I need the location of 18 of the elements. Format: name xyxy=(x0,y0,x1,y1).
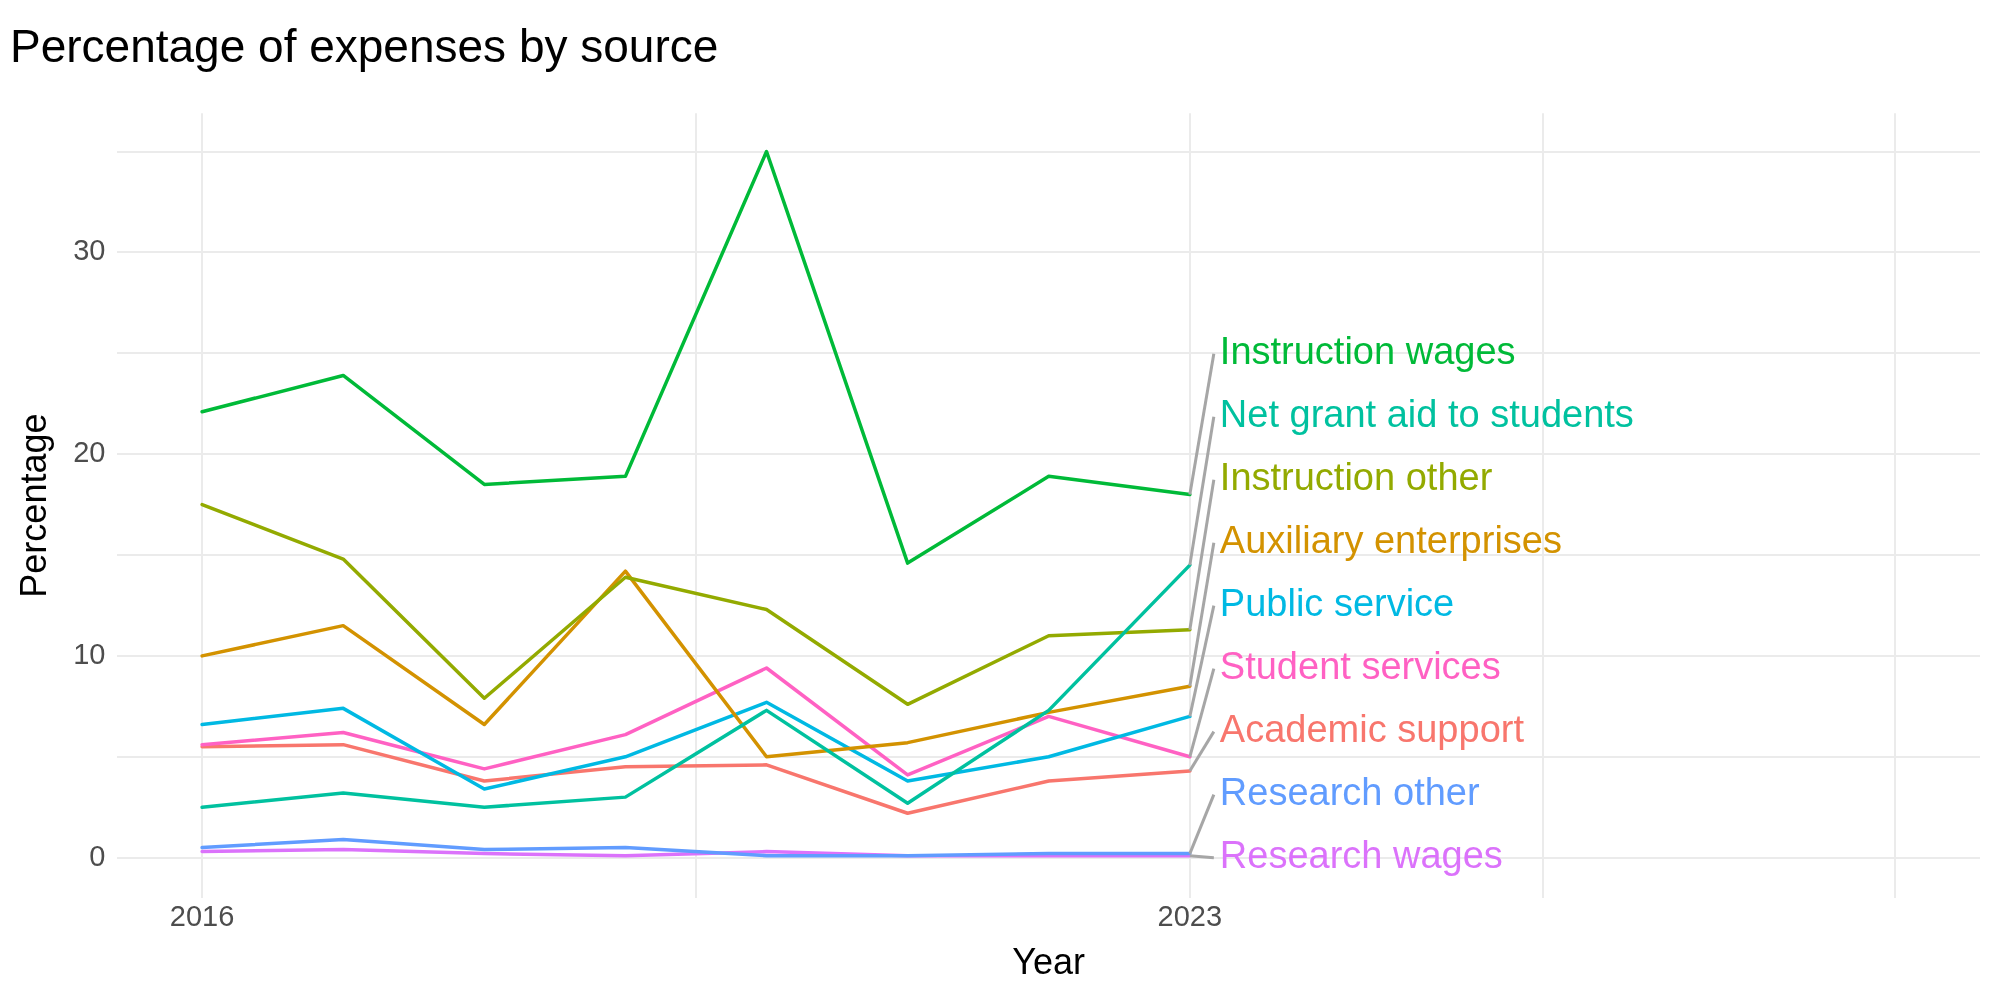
x-tick-label: 2016 xyxy=(169,900,235,933)
chart-title: Percentage of expenses by source xyxy=(10,20,719,73)
text: Instruction other xyxy=(1219,456,1493,499)
series-label: Academic support xyxy=(1219,708,1525,751)
x-axis-title: Year xyxy=(1012,941,1086,983)
y-tick-label: 20 xyxy=(73,436,106,469)
y-axis-title: Percentage xyxy=(12,413,54,598)
series-label: Student services xyxy=(1219,645,1501,688)
y-tick-label: 0 xyxy=(89,839,106,872)
text: Auxiliary enterprises xyxy=(1219,519,1562,562)
series-label: Research other xyxy=(1219,771,1480,814)
text: Net grant aid to students xyxy=(1219,393,1634,436)
text: Instruction wages xyxy=(1219,330,1516,373)
text: Public service xyxy=(1219,582,1455,625)
x-tick-label: 2023 xyxy=(1157,900,1223,933)
series-label: Research wages xyxy=(1219,834,1503,877)
y-tick-label: 10 xyxy=(73,637,106,670)
y-tick-label: 30 xyxy=(73,234,106,267)
